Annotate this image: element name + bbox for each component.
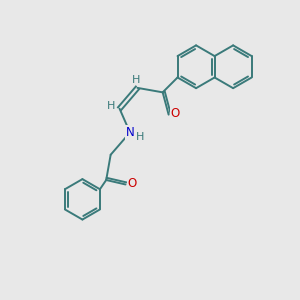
Text: O: O	[170, 106, 180, 120]
Text: H: H	[136, 132, 145, 142]
Text: O: O	[128, 177, 137, 190]
Text: H: H	[132, 75, 140, 85]
Text: N: N	[126, 126, 134, 139]
Text: H: H	[107, 101, 116, 111]
